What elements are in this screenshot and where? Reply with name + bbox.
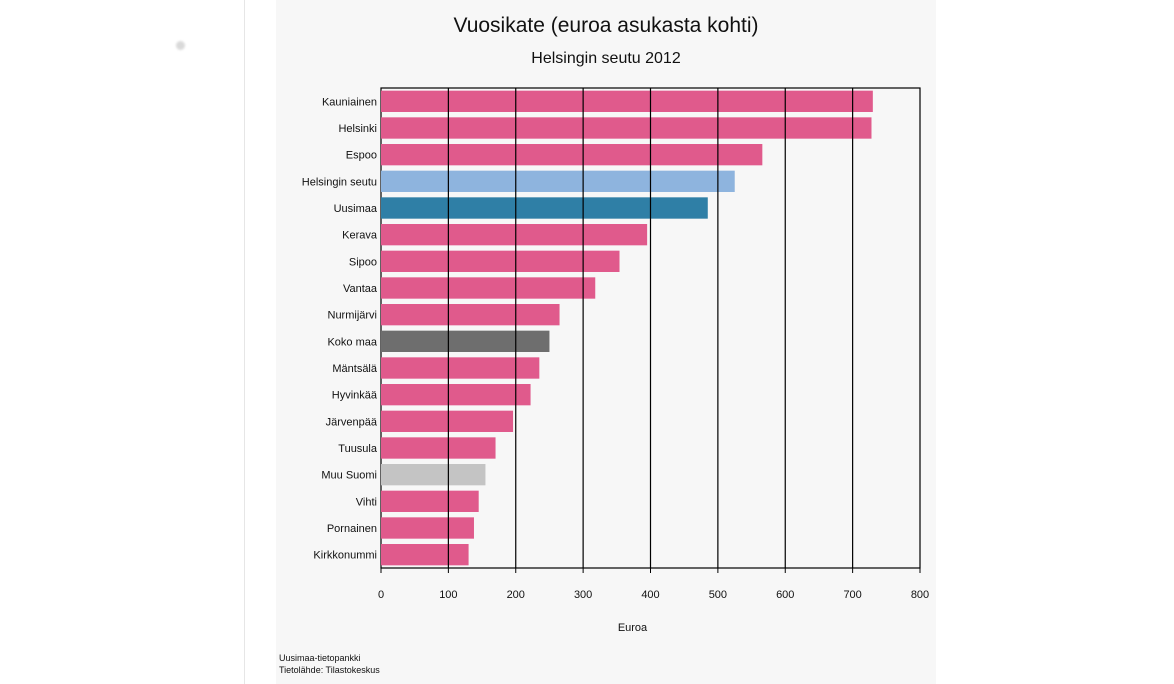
x-tick-label: 600	[776, 589, 794, 601]
x-tick-label: 500	[709, 589, 727, 601]
category-label: Tuusula	[338, 443, 378, 455]
category-label: Helsinki	[338, 123, 377, 135]
x-tick-label: 0	[378, 589, 384, 601]
x-tick-label: 100	[439, 589, 457, 601]
decorative-dot	[176, 41, 185, 50]
x-tick-label: 200	[507, 589, 525, 601]
x-tick-label: 800	[911, 589, 929, 601]
category-label: Mäntsälä	[332, 363, 378, 375]
chart-subtitle: Helsingin seutu 2012	[531, 50, 681, 67]
category-label: Kerava	[342, 230, 378, 242]
source-line-1: Uusimaa-tietopankki	[279, 653, 361, 663]
category-label: Sipoo	[349, 256, 377, 268]
category-label: Nurmijärvi	[328, 310, 378, 322]
bar	[381, 144, 763, 166]
chart-title: Vuosikate (euroa asukasta kohti)	[453, 14, 759, 37]
bar	[381, 410, 514, 432]
bar	[381, 437, 496, 459]
category-label: Kirkkonummi	[313, 550, 377, 562]
bar	[381, 277, 596, 299]
bar	[381, 117, 872, 139]
bar	[381, 304, 560, 326]
category-label: Vihti	[356, 496, 377, 508]
category-label: Vantaa	[343, 283, 378, 295]
bar	[381, 224, 648, 246]
x-tick-label: 700	[843, 589, 861, 601]
x-tick-label: 400	[641, 589, 659, 601]
x-axis-title: Euroa	[618, 622, 648, 634]
category-label: Pornainen	[327, 523, 377, 535]
category-label: Kauniainen	[322, 96, 377, 108]
bar	[381, 357, 540, 379]
bar	[381, 250, 620, 272]
bar	[381, 170, 735, 192]
x-tick-label: 300	[574, 589, 592, 601]
left-blank-pane	[0, 0, 245, 684]
category-label: Hyvinkää	[332, 390, 378, 402]
bar	[381, 464, 486, 486]
bar	[381, 517, 474, 539]
bar	[381, 90, 873, 112]
category-label: Muu Suomi	[321, 470, 377, 482]
bar	[381, 330, 550, 352]
bar	[381, 197, 708, 219]
source-line-2: Tietolähde: Tilastokeskus	[279, 665, 380, 675]
bar	[381, 544, 469, 566]
category-label: Espoo	[346, 150, 377, 162]
category-label: Koko maa	[327, 336, 377, 348]
category-label: Helsingin seutu	[302, 176, 377, 188]
category-label: Järvenpää	[326, 416, 378, 428]
bar	[381, 384, 531, 406]
bar	[381, 490, 479, 512]
category-label: Uusimaa	[334, 203, 378, 215]
